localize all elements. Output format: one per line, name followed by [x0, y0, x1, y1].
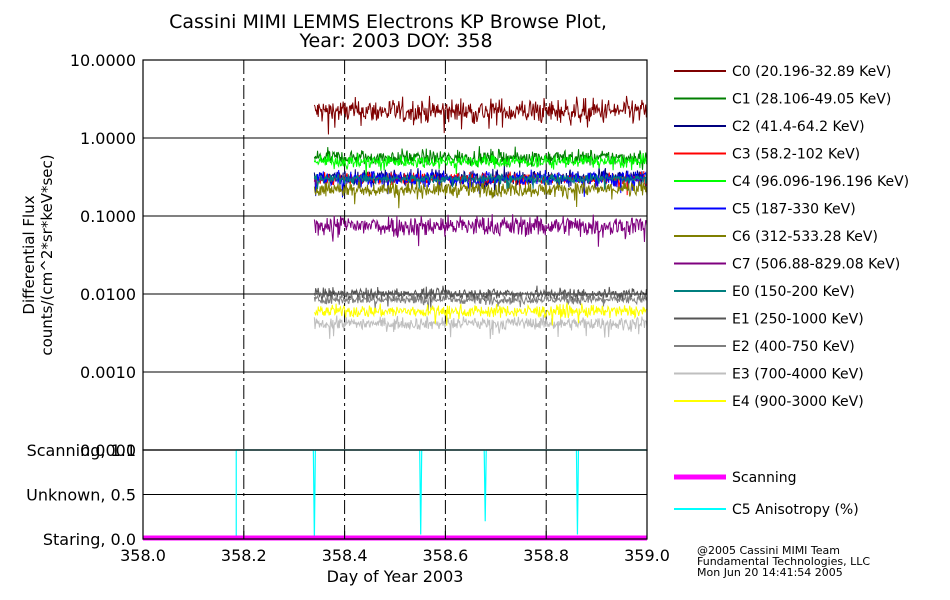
chart-title-line2: Year: 2003 DOY: 358 [298, 30, 492, 52]
flux-series-6 [313, 178, 648, 209]
footer-copyright: @2005 Cassini MIMI Team [697, 544, 840, 557]
mode-panel: Scanning, 1.0 Unknown, 0.5 Staring, 0.0 [26, 441, 648, 549]
legend-label-11: E3 (700-4000 KeV) [732, 367, 864, 383]
flux-ytick-label-2: 0.1000 [80, 207, 136, 226]
flux-panel: 10.0000 1.0000 0.1000 0.0100 0.0010 0.0001 [70, 51, 648, 460]
x-tick-label-0: 358.0 [120, 546, 166, 565]
mode-ytick-label-2: Staring, 0.0 [43, 530, 136, 549]
legend-label-4: C4 (96.096-196.196 KeV) [732, 174, 909, 190]
flux-series-10 [313, 293, 648, 311]
legend-mode-label-1: C5 Anisotropy (%) [732, 502, 859, 518]
mode-ytick-label-0: Scanning, 1.0 [27, 441, 136, 460]
legend-label-8: E0 (150-200 KeV) [732, 284, 855, 300]
legend-label-0: C0 (20.196-32.89 KeV) [732, 64, 891, 80]
flux-ytick-label-4: 0.0010 [80, 363, 136, 382]
x-tick-label-5: 359.0 [624, 546, 670, 565]
flux-series-11 [313, 314, 648, 339]
y-axis-label-line2: counts/(cm^2*sr*keV*sec) [38, 154, 56, 355]
mode-ytick-label-1: Unknown, 0.5 [26, 486, 136, 505]
flux-series-4 [313, 153, 648, 176]
x-axis-label: Day of Year 2003 [327, 567, 464, 586]
x-tick-label-3: 358.6 [422, 546, 468, 565]
flux-series-7 [313, 214, 648, 247]
legend-label-10: E2 (400-750 KeV) [732, 339, 855, 355]
x-tick-label-1: 358.2 [221, 546, 267, 565]
chart-title-line1: Cassini MIMI LEMMS Electrons KP Browse P… [169, 11, 607, 33]
legend-label-9: E1 (250-1000 KeV) [732, 312, 864, 328]
x-tick-label-4: 358.8 [523, 546, 569, 565]
legend-label-6: C6 (312-533.28 KeV) [732, 229, 878, 245]
flux-ytick-label-3: 0.0100 [80, 285, 136, 304]
footer-timestamp: Mon Jun 20 14:41:54 2005 [697, 566, 843, 579]
legend-mode-label-0: Scanning [732, 470, 797, 486]
flux-ytick-label-1: 1.0000 [80, 129, 136, 148]
flux-series-1 [313, 146, 648, 170]
flux-series-8 [313, 173, 648, 190]
flux-ytick-label-0: 10.0000 [70, 51, 136, 70]
legend-label-1: C1 (28.106-49.05 KeV) [732, 92, 891, 108]
legend-label-12: E4 (900-3000 KeV) [732, 394, 864, 410]
legend-label-2: C2 (41.4-64.2 KeV) [732, 119, 865, 135]
legend-label-7: C7 (506.88-829.08 KeV) [732, 257, 900, 273]
footer-company: Fundamental Technologies, LLC [697, 555, 870, 568]
flux-ytick-label-5: 0.0001 [80, 441, 136, 460]
x-tick-label-2: 358.4 [322, 546, 368, 565]
legend-label-5: C5 (187-330 KeV) [732, 202, 856, 218]
legend-label-3: C3 (58.2-102 KeV) [732, 147, 860, 163]
flux-series-9 [313, 285, 648, 310]
y-axis-label-line1: Differential Flux [20, 195, 38, 314]
flux-series-0 [313, 95, 648, 135]
flux-series-12 [313, 302, 648, 326]
